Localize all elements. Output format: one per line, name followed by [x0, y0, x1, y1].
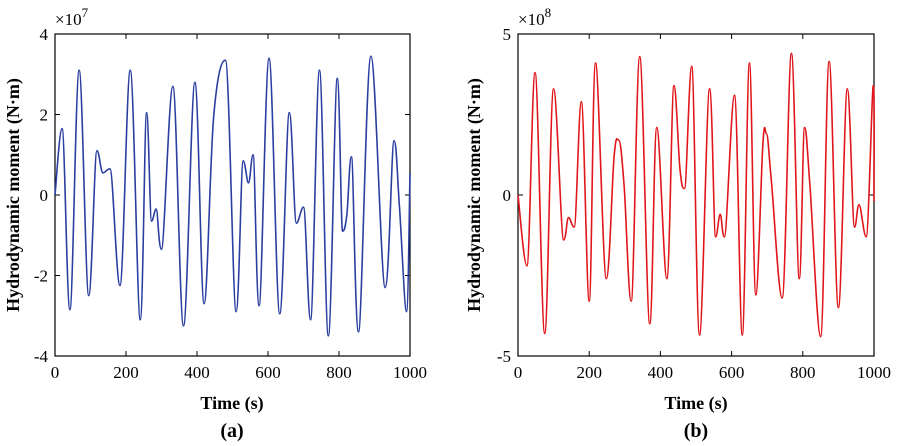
panel-label-b: (b): [684, 420, 708, 442]
y-tick-label-b: 0: [503, 186, 512, 205]
y-tick-label-b: 5: [503, 25, 512, 44]
x-axis-label-b: Time (s): [664, 393, 727, 414]
x-tick-label-a: 200: [113, 363, 139, 382]
y-axis-label-b: Hydrodynamic moment (N·m): [464, 78, 485, 312]
y-tick-label-a: 2: [40, 106, 49, 125]
x-tick-label-b: 600: [719, 363, 745, 382]
tick-labels-a: 0 200 400 600 800 1000 -4 -2 0 2 4: [34, 25, 427, 382]
series-line-a: [54, 55, 411, 337]
x-tick-label-a: 0: [51, 363, 60, 382]
panel-a: 0 200 400 600 800 1000 -4 -2 0 2 4 ×107 Hydrodynam…: [3, 5, 427, 442]
x-tick-label-a: 400: [184, 363, 210, 382]
x-tick-label-b: 0: [514, 363, 523, 382]
x-tick-label-b: 1000: [857, 363, 891, 382]
y-tick-label-a: -2: [34, 267, 48, 286]
x-tick-label-a: 1000: [393, 363, 427, 382]
x-tick-label-b: 200: [576, 363, 602, 382]
panel-label-a: (a): [220, 420, 243, 442]
y-tick-label-a: -4: [34, 347, 49, 366]
y-multiplier-b: ×108: [518, 5, 551, 29]
x-tick-label-b: 800: [790, 363, 816, 382]
y-tick-label-a: 4: [40, 25, 49, 44]
x-tick-label-a: 600: [255, 363, 281, 382]
ticks-b: [517, 33, 875, 357]
x-tick-label-a: 800: [326, 363, 352, 382]
y-tick-label-b: -5: [497, 347, 511, 366]
y-multiplier-a: ×107: [55, 5, 89, 29]
x-tick-label-b: 400: [648, 363, 674, 382]
tick-labels-b: 0 200 400 600 800 1000-505: [497, 25, 891, 382]
x-axis-label-a: Time (s): [200, 393, 263, 414]
panel-b: 0 200 400 600 800 1000-505 ×108 Hydrodynamic …: [464, 5, 891, 442]
y-tick-label-a: 0: [40, 186, 49, 205]
ticks-a: [54, 33, 411, 357]
series-line-b: [517, 52, 875, 338]
plot-frame-a: [54, 33, 411, 357]
y-axis-label-a: Hydrodynamic moment (N·m): [3, 78, 24, 312]
